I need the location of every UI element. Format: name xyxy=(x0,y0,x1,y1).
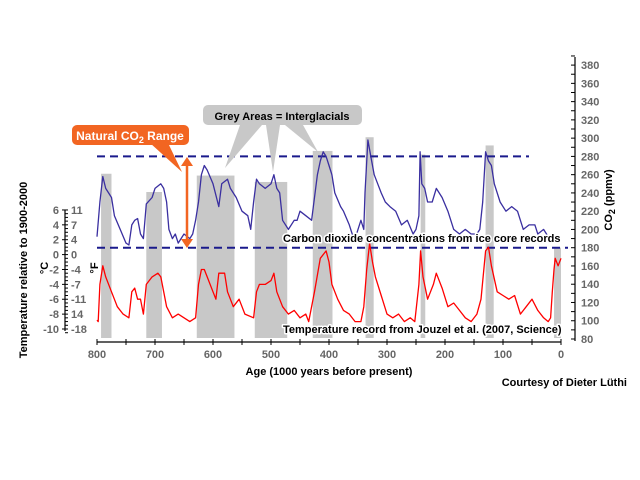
fahrenheit-unit-label: °F xyxy=(89,262,101,273)
fahrenheit-tick-label: -18 xyxy=(71,324,87,336)
temperature-series-line xyxy=(96,242,562,323)
co2-range-arrow xyxy=(181,157,193,248)
interglacial-bar xyxy=(101,173,112,338)
x-tick-label: 400 xyxy=(320,349,338,361)
temp-series-label: Temperature record from Jouzel et al. (2… xyxy=(283,324,562,336)
co2-series-label: Carbon dioxide concentrations from ice c… xyxy=(283,233,561,245)
celsius-tick-label: -2 xyxy=(49,264,59,276)
co2-tick-label: 120 xyxy=(581,297,599,309)
co2-range-callout-text: Natural CO2 Range xyxy=(76,129,184,145)
fahrenheit-tick-label: 4 xyxy=(71,235,78,247)
left-axis-title: Temperature relative to 1900-2000 xyxy=(18,182,30,359)
interglacial-bars xyxy=(101,137,561,338)
fahrenheit-tick-label: -11 xyxy=(71,294,86,306)
credit-text: Courtesy of Dieter Lüthi xyxy=(502,377,627,389)
callout-pointer xyxy=(285,125,318,152)
x-axis: 800 700 600 500 400 300 200 100 0 xyxy=(88,339,564,361)
callout-pointer xyxy=(266,125,280,172)
fahrenheit-tick-label: 14 xyxy=(71,309,84,321)
celsius-tick-label: 2 xyxy=(53,235,59,247)
interglacial-bar xyxy=(485,145,494,338)
left-axis: 6 114 72 40 0-2 -4-4 -7-6 -11-8 14-10 -18 xyxy=(43,205,87,336)
celsius-tick-label: 4 xyxy=(53,220,60,232)
co2-tick-label: 140 xyxy=(581,279,599,291)
interglacial-bar xyxy=(196,175,235,338)
x-axis-title: Age (1000 years before present) xyxy=(246,366,413,378)
co2-tick-label: 240 xyxy=(581,188,599,200)
interglacial-bar xyxy=(146,192,162,338)
fahrenheit-tick-label: 7 xyxy=(71,220,77,232)
co2-tick-label: 320 xyxy=(581,115,599,127)
fahrenheit-tick-label: 11 xyxy=(71,205,83,217)
x-tick-label: 200 xyxy=(436,349,454,361)
right-axis-title: CO2 (ppmv) xyxy=(603,169,617,231)
co2-series-line xyxy=(96,139,550,246)
interglacial-callout-text: Grey Areas = Interglacials xyxy=(214,111,349,123)
celsius-tick-label: -10 xyxy=(43,324,59,336)
co2-tick-label: 80 xyxy=(581,334,593,346)
right-axis: 80 100 120 140 160 180 200 220 240 260 280 300 320 34… xyxy=(571,55,599,346)
x-tick-label: 500 xyxy=(262,349,280,361)
co2-tick-label: 180 xyxy=(581,243,599,255)
co2-tick-label: 100 xyxy=(581,316,599,328)
fahrenheit-tick-label: 0 xyxy=(71,250,77,262)
co2-tick-label: 340 xyxy=(581,97,599,109)
celsius-tick-label: 6 xyxy=(53,205,59,217)
callout-pointer xyxy=(225,125,262,168)
x-tick-label: 800 xyxy=(88,349,106,361)
co2-tick-label: 360 xyxy=(581,78,599,90)
co2-tick-label: 220 xyxy=(581,206,599,218)
x-tick-label: 700 xyxy=(146,349,164,361)
interglacial-callout: Grey Areas = Interglacials xyxy=(203,105,362,172)
co2-tick-label: 300 xyxy=(581,133,599,145)
co2-range-callout: Natural CO2 Range xyxy=(72,125,193,248)
celsius-tick-label: 0 xyxy=(53,250,59,262)
interglacial-bar xyxy=(420,154,426,338)
series-lines xyxy=(96,139,562,323)
fahrenheit-tick-label: -4 xyxy=(71,264,82,276)
x-tick-label: 300 xyxy=(378,349,396,361)
celsius-unit-label: °C xyxy=(39,262,51,274)
celsius-tick-label: -8 xyxy=(49,309,59,321)
co2-tick-label: 260 xyxy=(581,170,599,182)
co2-tick-label: 280 xyxy=(581,151,599,163)
co2-tick-label: 160 xyxy=(581,261,599,273)
fahrenheit-tick-label: -7 xyxy=(71,279,81,291)
x-tick-label: 100 xyxy=(494,349,512,361)
interglacial-bar xyxy=(365,137,374,338)
interglacial-bar xyxy=(254,181,288,338)
co2-tick-label: 380 xyxy=(581,60,599,72)
co2-tick-label: 200 xyxy=(581,224,599,236)
x-tick-label: 0 xyxy=(558,349,564,361)
interglacial-bar xyxy=(312,150,333,338)
celsius-tick-label: -6 xyxy=(49,294,59,306)
callout-pointer xyxy=(150,143,182,172)
x-tick-label: 600 xyxy=(204,349,222,361)
celsius-tick-label: -4 xyxy=(49,279,60,291)
interglacial-bar xyxy=(554,247,561,338)
